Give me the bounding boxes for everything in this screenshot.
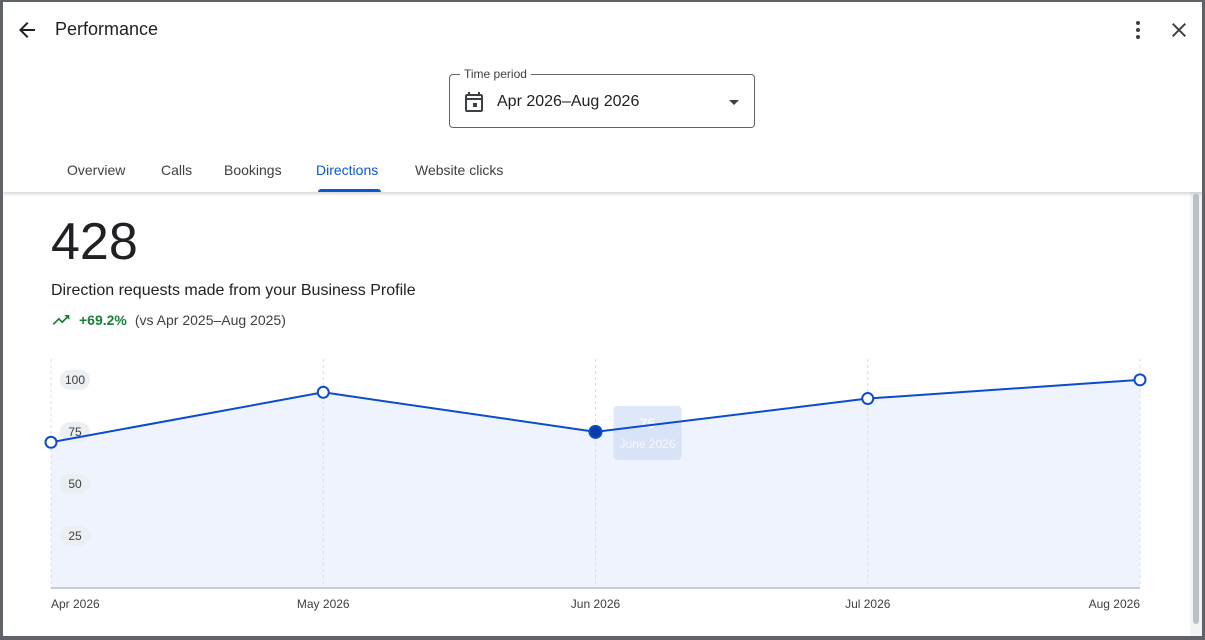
y-tick-label: 50 (68, 477, 82, 491)
y-tick-label: 100 (65, 373, 85, 387)
x-tick-label: May 2026 (297, 597, 350, 611)
more-options-button[interactable] (1118, 10, 1158, 50)
directions-panel: 428 Direction requests made from your Bu… (3, 192, 1202, 636)
x-tick-label: Jul 2026 (845, 597, 891, 611)
trending-up-icon (52, 315, 70, 325)
arrow-drop-down-icon (729, 100, 739, 105)
data-point (44, 435, 58, 449)
data-point (861, 392, 875, 406)
x-tick-label: Apr 2026 (51, 597, 100, 611)
tab-website-clicks[interactable]: Website clicks (415, 162, 504, 178)
close-icon (1172, 23, 1186, 37)
tab-bookings[interactable]: Bookings (224, 162, 282, 178)
back-button[interactable] (7, 10, 47, 50)
x-tick-label: Aug 2026 (1089, 597, 1141, 611)
y-tick-label: 75 (68, 425, 82, 439)
data-point (1133, 373, 1147, 387)
more-vert-icon (1136, 21, 1140, 39)
time-period-select[interactable]: Time period Apr 2026–Aug 2026 (449, 67, 755, 128)
trend-summary: +69.2% (vs Apr 2025–Aug 2025) (51, 310, 286, 330)
tab-calls[interactable]: Calls (161, 162, 193, 178)
time-period-label: Time period (460, 67, 531, 81)
total-directions: 428 (51, 213, 138, 271)
chart-area-fill (51, 379, 1140, 588)
comparison-period: (vs Apr 2025–Aug 2025) (134, 312, 286, 328)
close-button[interactable] (1159, 10, 1199, 50)
tab-directions[interactable]: Directions (316, 162, 379, 178)
x-tick-label: Jun 2026 (571, 597, 621, 611)
change-percent: +69.2% (79, 312, 127, 328)
metric-description: Direction requests made from your Busine… (51, 282, 416, 299)
y-tick-chip (60, 473, 90, 494)
tab-bar: Overview Calls Bookings Directions Websi… (3, 152, 1202, 192)
scrollbar-thumb[interactable] (1193, 194, 1199, 624)
active-tab-indicator (318, 189, 381, 192)
dialog-header: Performance Time period Apr 2026–Aug 202… (3, 2, 1202, 192)
directions-chart[interactable]: 25 50 75 100 75 June 2026 Apr 2026 May 2026 Jun … (3, 342, 1183, 622)
tooltip-label: June 2026 (619, 437, 675, 451)
time-period-value: Apr 2026–Aug 2026 (497, 93, 640, 110)
y-tick-chip (60, 525, 90, 546)
data-point (588, 424, 603, 439)
page-title: Performance (55, 19, 159, 39)
y-tick-label: 25 (68, 529, 82, 543)
tab-overview[interactable]: Overview (67, 162, 126, 178)
arrow-back-icon (19, 22, 35, 38)
calendar-icon (465, 92, 483, 112)
tooltip-value: 75 (640, 415, 656, 431)
scrollbar[interactable] (1190, 192, 1202, 636)
y-tick-chip (60, 369, 90, 390)
tooltip-box (613, 405, 682, 460)
performance-dialog: Performance Time period Apr 2026–Aug 202… (3, 2, 1202, 636)
data-point (316, 385, 330, 399)
